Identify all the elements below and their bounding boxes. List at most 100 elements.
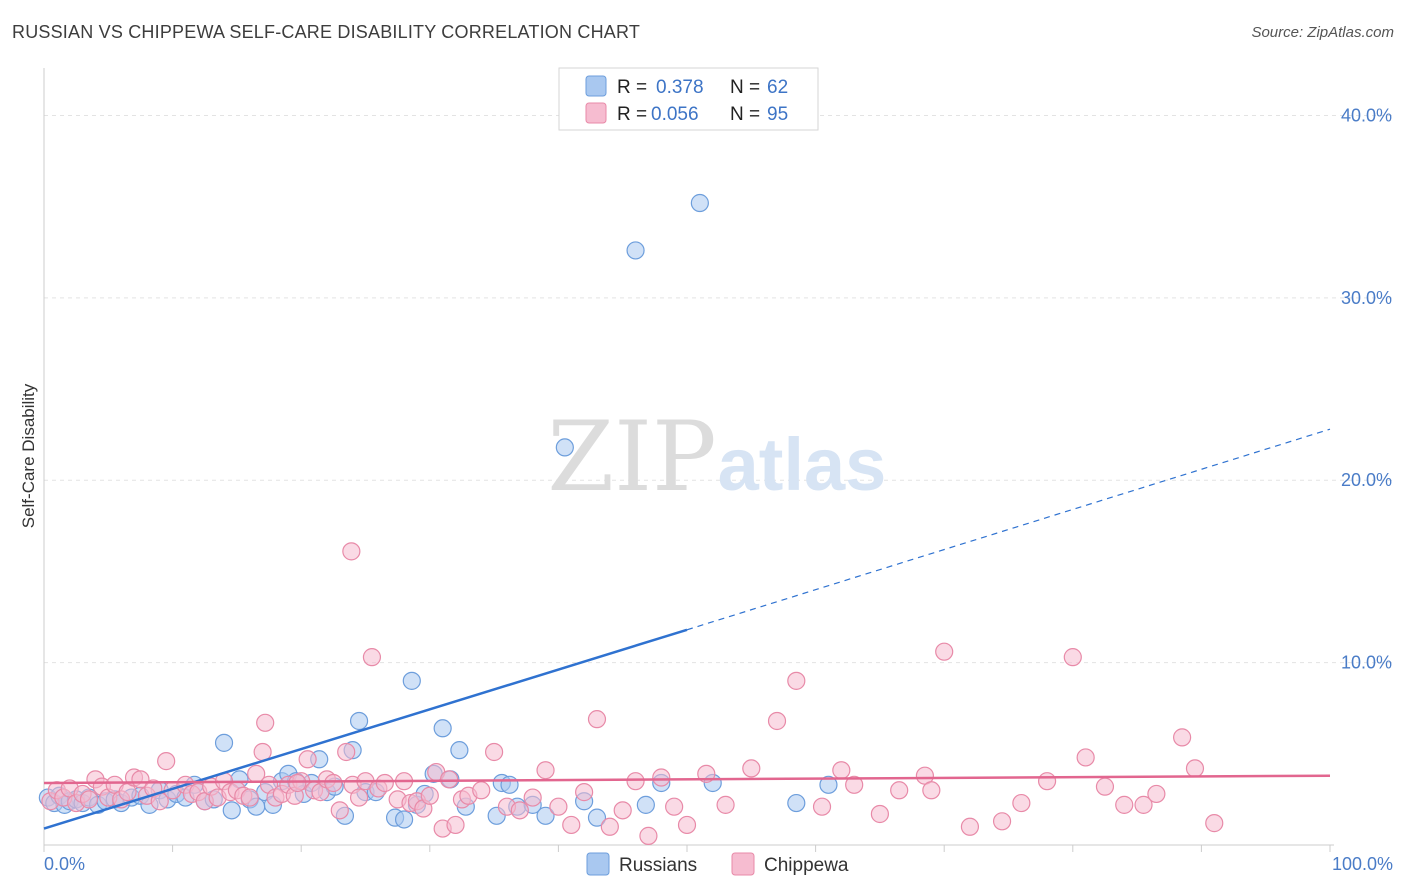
- legend-russians-r-value: 0.378: [656, 77, 704, 98]
- chippewa-point: [298, 750, 317, 769]
- y-tick-labels: 10.0% 20.0% 30.0% 40.0%: [1341, 105, 1392, 672]
- legend-chippewa-swatch: [585, 102, 607, 124]
- russians-point: [690, 193, 709, 213]
- chippewa-point: [935, 642, 954, 661]
- chippewa-point: [787, 671, 806, 690]
- russians-point: [402, 671, 421, 690]
- bottom-legend: Russians Chippewa: [586, 852, 849, 876]
- legend-chippewa-n-label: N =: [730, 104, 760, 125]
- chippewa-point: [1134, 795, 1153, 814]
- chippewa-point: [79, 790, 99, 809]
- chippewa-point: [1063, 648, 1082, 667]
- chippewa-point: [256, 713, 275, 732]
- chippewa-point: [922, 781, 941, 800]
- grid-lines: [44, 114, 1392, 664]
- y-tick-label: 10.0%: [1341, 653, 1392, 673]
- chippewa-point: [890, 781, 909, 800]
- chippewa-point: [446, 815, 465, 835]
- russians-point: [555, 438, 574, 457]
- legend-russians-n-label: N =: [730, 77, 760, 98]
- russians-trend-line: [43, 628, 688, 830]
- russians-point: [394, 810, 414, 829]
- chippewa-point: [639, 826, 658, 845]
- chippewa-point: [960, 817, 980, 836]
- chippewa-point: [575, 783, 594, 802]
- russians-point: [450, 741, 469, 760]
- source-label: Source: ZipAtlas.com: [1251, 24, 1394, 41]
- bottom-legend-russians-label: Russians: [619, 855, 697, 876]
- chippewa-point: [652, 768, 671, 787]
- russians-point: [222, 801, 241, 820]
- chippewa-point: [288, 773, 307, 793]
- chippewa-point: [626, 772, 645, 791]
- chippewa-trend-line: [43, 774, 1331, 785]
- chippewa-point: [337, 742, 356, 762]
- y-axis-label: Self-Care Disability: [19, 383, 38, 528]
- series-chippewa-points: [41, 542, 1224, 845]
- chippewa-point: [1173, 728, 1192, 747]
- x-tick-label: 0.0%: [44, 854, 85, 874]
- chippewa-point: [324, 773, 343, 793]
- y-tick-label: 30.0%: [1341, 288, 1392, 308]
- x-tick-label: 100.0%: [1332, 854, 1393, 874]
- chippewa-point: [536, 761, 555, 780]
- chippewa-point: [812, 797, 832, 816]
- series-russians-points: [38, 193, 838, 829]
- chippewa-point: [510, 801, 529, 820]
- chippewa-point: [375, 773, 394, 793]
- legend-chippewa-r-label: R =: [617, 104, 647, 125]
- chippewa-point: [157, 752, 176, 771]
- russians-point: [626, 241, 645, 260]
- legend-russians-swatch: [585, 75, 607, 97]
- chippewa-point: [472, 781, 491, 800]
- russians-point: [214, 733, 234, 752]
- legend-russians-r-label: R =: [617, 77, 647, 98]
- chippewa-point: [665, 797, 684, 816]
- bottom-legend-chippewa-label: Chippewa: [764, 855, 849, 876]
- chippewa-point: [362, 648, 382, 667]
- chippewa-point: [349, 788, 369, 807]
- chippewa-point: [330, 801, 349, 820]
- chippewa-point: [562, 815, 581, 835]
- russians-point: [349, 711, 369, 731]
- chippewa-point: [240, 788, 259, 807]
- x-tick-labels: 0.0% 100.0%: [44, 854, 1393, 874]
- trend-lines: [43, 428, 1331, 830]
- chippewa-point: [767, 711, 787, 731]
- chippewa-point: [587, 710, 607, 729]
- chippewa-point: [1037, 772, 1057, 791]
- chippewa-point: [523, 788, 542, 807]
- chippewa-point: [1095, 777, 1115, 796]
- russians-point: [433, 719, 452, 738]
- bottom-legend-russians-swatch: [586, 852, 610, 876]
- bottom-legend-chippewa-swatch: [731, 852, 755, 876]
- legend-chippewa-n-value: 95: [767, 104, 788, 125]
- chippewa-point: [600, 817, 619, 836]
- chippewa-point: [613, 801, 632, 820]
- watermark-atlas: atlas: [718, 423, 887, 506]
- russians-point: [587, 808, 607, 827]
- x-tick-marks: [43, 845, 1331, 852]
- chippewa-point: [1115, 795, 1134, 814]
- legend-russians-n-value: 62: [767, 77, 788, 98]
- russians-trend-extension: [686, 428, 1331, 631]
- watermark-zip: ZIP: [547, 401, 716, 513]
- chippewa-point: [742, 759, 761, 778]
- chippewa-point: [420, 786, 439, 805]
- chippewa-point: [1012, 793, 1031, 813]
- chippewa-point: [549, 797, 568, 816]
- chippewa-point: [485, 742, 504, 762]
- chippewa-point: [1076, 748, 1095, 767]
- chippewa-point: [1185, 759, 1205, 778]
- chippewa-point: [832, 761, 851, 780]
- chippewa-point: [439, 770, 459, 789]
- russians-point: [500, 775, 519, 794]
- chippewa-point: [716, 795, 735, 814]
- russians-point: [536, 806, 555, 825]
- watermark: ZIP atlas: [547, 401, 886, 513]
- russians-point: [787, 793, 806, 813]
- chippewa-point: [1147, 784, 1166, 804]
- russians-point: [819, 775, 838, 794]
- chippewa-point: [870, 804, 890, 824]
